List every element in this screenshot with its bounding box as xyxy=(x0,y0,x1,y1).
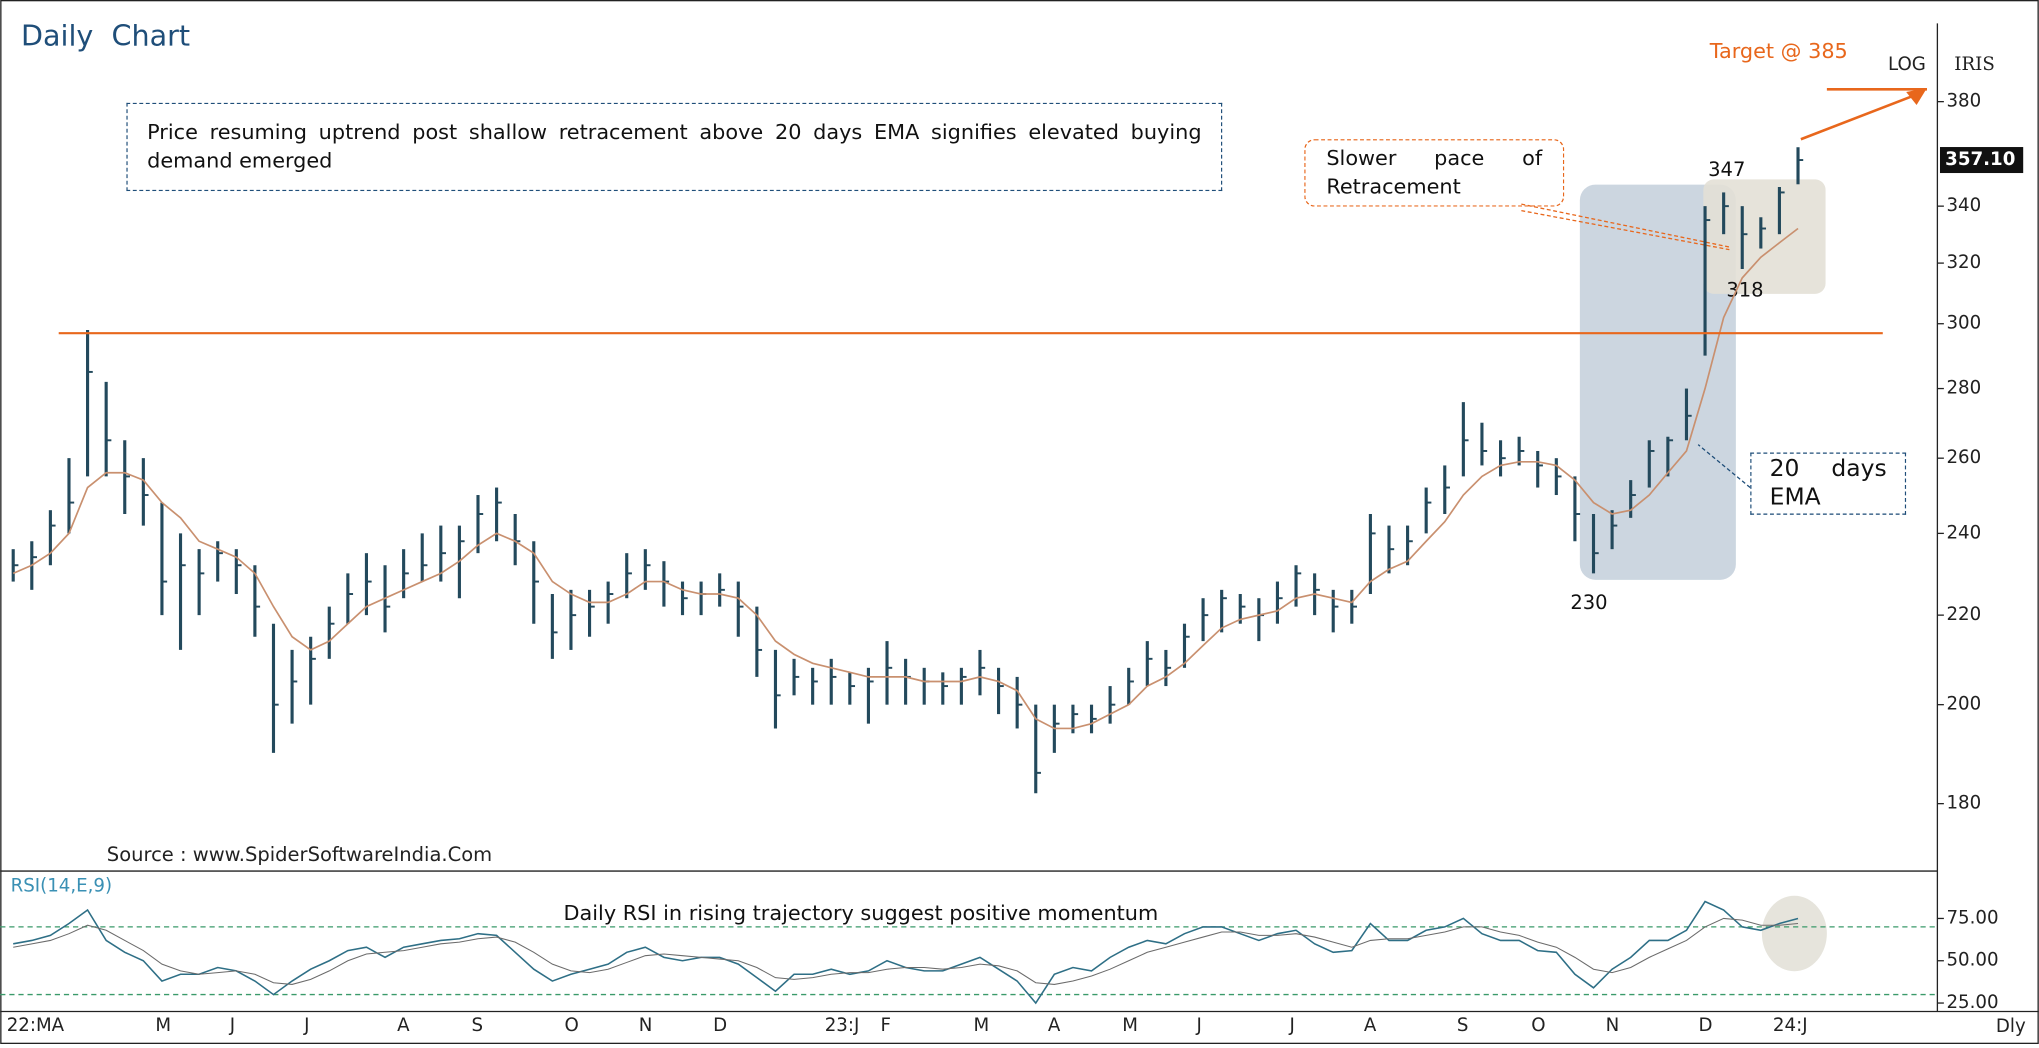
x-tick-label: M xyxy=(155,1015,171,1036)
last-price-box xyxy=(1939,147,2024,174)
x-tick-label: A xyxy=(1364,1015,1377,1036)
x-tick-label: J xyxy=(1196,1015,1202,1036)
x-tick-label: F xyxy=(881,1015,891,1036)
y-tick-label: 200 xyxy=(1946,694,1981,715)
x-tick-label: J xyxy=(303,1015,309,1036)
x-tick-label: O xyxy=(564,1015,578,1036)
annotation-box: Price resuming uptrend post shallow retr… xyxy=(126,102,1223,192)
target-label: Target @ 385 xyxy=(1709,39,1848,63)
x-tick-label: N xyxy=(1606,1015,1620,1036)
period-label: Dly xyxy=(1996,1016,2026,1037)
highlight-zone xyxy=(1703,179,1826,294)
chart-title: Daily Chart xyxy=(21,19,190,53)
x-tick-label: M xyxy=(973,1015,989,1036)
x-tick-label: 24:J xyxy=(1773,1015,1808,1036)
annotation-box: Slower pace of Retracement xyxy=(1304,139,1565,207)
y-tick-label: 380 xyxy=(1946,91,1981,112)
point-label: 347 xyxy=(1708,158,1745,181)
x-tick-label: N xyxy=(639,1015,653,1036)
point-label: 318 xyxy=(1726,279,1763,302)
x-tick-label: J xyxy=(229,1015,235,1036)
target-arrow xyxy=(1800,93,1918,141)
highlight-zone xyxy=(1761,895,1827,972)
x-tick-label: O xyxy=(1531,1015,1545,1036)
y-tick-label: 300 xyxy=(1946,313,1981,334)
y-tick-label: 75.00 xyxy=(1946,907,1998,928)
x-tick-label: A xyxy=(397,1015,410,1036)
annotation: Price resuming uptrend post shallow retr… xyxy=(126,102,1223,192)
rsi-line xyxy=(13,917,1799,985)
y-tick-label: 220 xyxy=(1946,604,1981,625)
x-tick-label: A xyxy=(1048,1015,1061,1036)
last-price-label: 357.10 xyxy=(1945,149,2015,170)
x-tick-label: J xyxy=(1289,1015,1295,1036)
y-tick-label: 340 xyxy=(1946,195,1981,216)
x-tick-label: M xyxy=(1122,1015,1138,1036)
symbol: IRIS xyxy=(1954,54,1995,75)
y-tick-label: 260 xyxy=(1946,447,1981,468)
y-tick-label: 50.00 xyxy=(1946,950,1998,971)
x-tick-label: 23:J xyxy=(825,1015,860,1036)
highlight-zone xyxy=(1579,184,1736,580)
y-tick-label: 280 xyxy=(1946,378,1981,399)
x-tick-label: S xyxy=(1457,1015,1469,1036)
callout-line xyxy=(1697,444,1751,489)
x-tick-label: 22:MA xyxy=(7,1015,65,1036)
arrow-head xyxy=(1906,88,1927,105)
x-tick-label: D xyxy=(713,1015,727,1036)
callout-line xyxy=(1521,203,1730,251)
y-tick-label: 25.00 xyxy=(1946,992,1998,1013)
y-tick-label: 320 xyxy=(1946,252,1981,273)
scale-label: LOG xyxy=(1888,54,1926,75)
y-tick-label: 240 xyxy=(1946,522,1981,543)
annotation: 20 days EMA xyxy=(1750,452,1907,515)
source: Source : www.SpiderSoftwareIndia.Com xyxy=(107,843,492,866)
annotation: Slower pace of Retracement xyxy=(1304,139,1565,207)
point-label: 230 xyxy=(1570,591,1607,614)
x-tick-label: D xyxy=(1699,1015,1713,1036)
ema-line xyxy=(12,227,1799,730)
annotation: Daily RSI in rising trajectory suggest p… xyxy=(564,901,1159,925)
annotation-box: 20 days EMA xyxy=(1750,452,1907,515)
indicator-title: RSI(14,E,9) xyxy=(11,876,113,897)
x-tick-label: S xyxy=(471,1015,483,1036)
y-tick-label: 180 xyxy=(1946,793,1981,814)
